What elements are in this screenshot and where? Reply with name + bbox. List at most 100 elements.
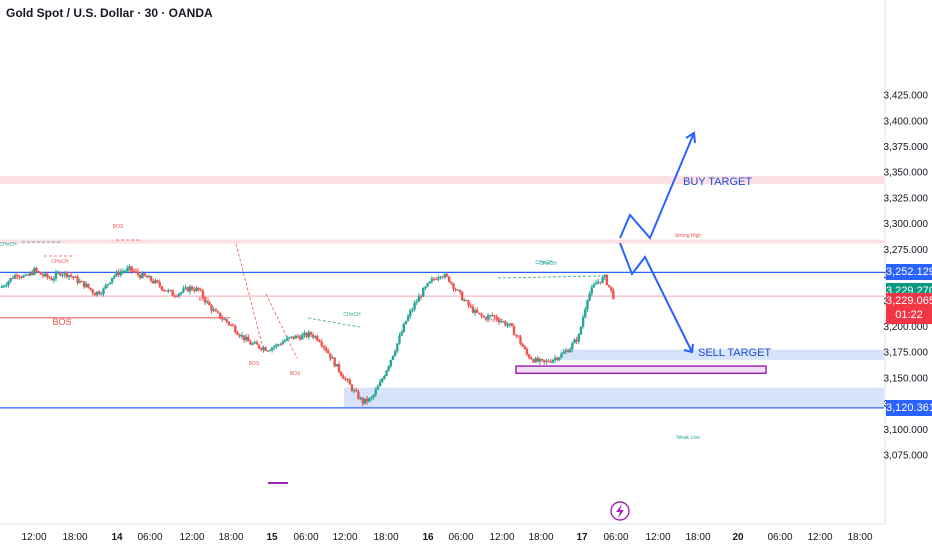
candle: [268, 349, 272, 352]
candle-body: [383, 375, 386, 379]
candle-body: [9, 277, 12, 282]
candle: [281, 339, 285, 345]
candle: [2, 284, 6, 288]
candle-body: [52, 278, 56, 281]
candle: [437, 275, 440, 282]
price-tick-label: 3,325.000: [884, 193, 929, 204]
candle: [208, 300, 211, 306]
candle: [260, 347, 263, 352]
candle-body: [458, 289, 462, 292]
candle-body: [162, 289, 166, 291]
candle-body: [270, 347, 274, 351]
candles-layer: [0, 264, 615, 407]
candle-body: [329, 353, 332, 359]
candle: [579, 326, 583, 335]
candle: [128, 264, 131, 271]
candle-body: [123, 270, 127, 272]
candle-body: [581, 317, 585, 327]
candle: [603, 274, 606, 281]
time-tick-label: 20: [732, 532, 744, 543]
candle: [387, 365, 390, 373]
candle-body: [78, 281, 81, 283]
time-tick-label: 18:00: [847, 532, 872, 543]
candle: [121, 268, 125, 275]
candle: [171, 289, 174, 296]
candle: [484, 316, 488, 322]
candle: [497, 317, 501, 325]
time-tick-label: 18:00: [62, 532, 87, 543]
candle-body: [160, 286, 164, 290]
candle-body: [39, 272, 43, 275]
candle: [517, 335, 520, 338]
candle-body: [324, 347, 328, 351]
candle-body: [456, 289, 460, 291]
candle: [510, 322, 514, 327]
candle: [409, 308, 412, 319]
candle-body: [113, 275, 116, 278]
candle-body: [164, 290, 168, 292]
candle: [368, 397, 371, 403]
candle: [292, 336, 295, 341]
candle: [398, 332, 401, 345]
candle: [22, 274, 25, 279]
candle-body: [419, 296, 423, 298]
candle-body: [322, 345, 326, 348]
candle: [350, 383, 354, 393]
candle: [536, 355, 539, 363]
candle-body: [167, 290, 170, 292]
candle: [564, 347, 568, 354]
candle: [523, 345, 526, 350]
candle: [597, 278, 600, 285]
candle: [210, 304, 213, 314]
candle-body: [327, 350, 330, 354]
candle: [285, 335, 289, 342]
candle-body: [214, 309, 218, 312]
candle: [65, 270, 69, 279]
candle-body: [285, 337, 289, 341]
candle-body: [87, 283, 90, 288]
candle: [175, 294, 179, 297]
candle: [67, 274, 71, 281]
candle: [227, 321, 231, 327]
candle: [154, 278, 157, 285]
candle-body: [311, 334, 315, 338]
candle: [443, 272, 447, 280]
candle-countdown: 01:22: [895, 309, 923, 322]
structure-label: CHoCH: [343, 312, 361, 318]
candle-body: [571, 343, 574, 350]
candle-body: [50, 278, 53, 281]
candle: [514, 334, 518, 339]
candle-body: [20, 276, 23, 278]
candle-body: [182, 288, 185, 293]
candle-body: [555, 357, 559, 360]
candle: [609, 286, 613, 294]
candle: [288, 337, 291, 340]
candle-body: [435, 279, 438, 281]
strong-high-label: Strong High: [675, 233, 702, 239]
candle-body: [506, 324, 509, 326]
candle-body: [63, 272, 66, 275]
candle: [389, 359, 393, 369]
candle-body: [586, 300, 589, 310]
structure-label: CHoCH: [0, 242, 17, 248]
candle-body: [400, 332, 403, 336]
candle: [80, 280, 84, 283]
candle: [568, 346, 572, 353]
candle-body: [186, 287, 189, 292]
candle-body: [497, 319, 501, 323]
candle-body: [499, 321, 503, 323]
candle: [182, 285, 185, 294]
candle-body: [141, 273, 144, 279]
candle-body: [491, 315, 494, 317]
candle: [46, 272, 49, 280]
candle-body: [530, 357, 533, 360]
candle-body: [80, 281, 84, 283]
candle: [346, 378, 349, 383]
supply-zone: [0, 239, 884, 244]
candle-body: [316, 336, 319, 341]
candle: [117, 268, 120, 278]
candle-body: [538, 358, 542, 362]
candle: [136, 268, 140, 278]
candle-body: [18, 276, 21, 278]
